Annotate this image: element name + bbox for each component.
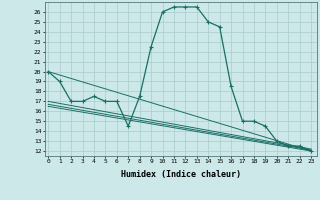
X-axis label: Humidex (Indice chaleur): Humidex (Indice chaleur) <box>121 170 241 179</box>
